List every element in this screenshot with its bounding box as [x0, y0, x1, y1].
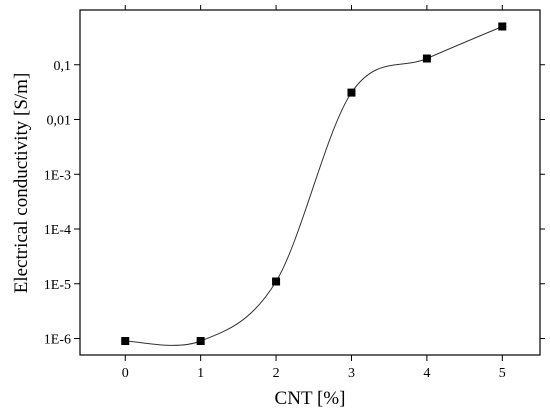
- y-tick-label: 1E-3: [44, 168, 71, 183]
- data-point: [121, 337, 130, 346]
- plot-frame: [79, 9, 541, 356]
- data-points: [121, 22, 507, 346]
- fit-curve: [125, 26, 503, 346]
- y-axis: 1E-6 1E-5 1E-4 1E-3 0,01 0,1: [44, 59, 545, 348]
- x-tick-label: 1: [197, 366, 204, 381]
- x-tick-label: 3: [348, 366, 355, 381]
- y-tick-label: 0,1: [54, 59, 72, 74]
- y-tick-label: 1E-4: [44, 223, 71, 238]
- x-axis-title: CNT [%]: [275, 388, 346, 409]
- x-tick-label: 0: [122, 366, 129, 381]
- data-point: [498, 22, 507, 31]
- data-point: [272, 277, 281, 286]
- x-tick-label: 2: [273, 366, 280, 381]
- x-tick-label: 4: [423, 366, 430, 381]
- data-point: [422, 54, 431, 63]
- x-axis: 0 1 2 3 4 5: [122, 5, 506, 381]
- y-tick-label: 0,01: [47, 114, 72, 129]
- data-point: [347, 88, 356, 97]
- data-point: [196, 337, 205, 346]
- y-axis-title: Electrical conductivity [S/m]: [11, 73, 32, 294]
- y-tick-label: 1E-5: [44, 278, 71, 293]
- x-tick-label: 5: [499, 366, 506, 381]
- y-tick-label: 1E-6: [44, 333, 71, 348]
